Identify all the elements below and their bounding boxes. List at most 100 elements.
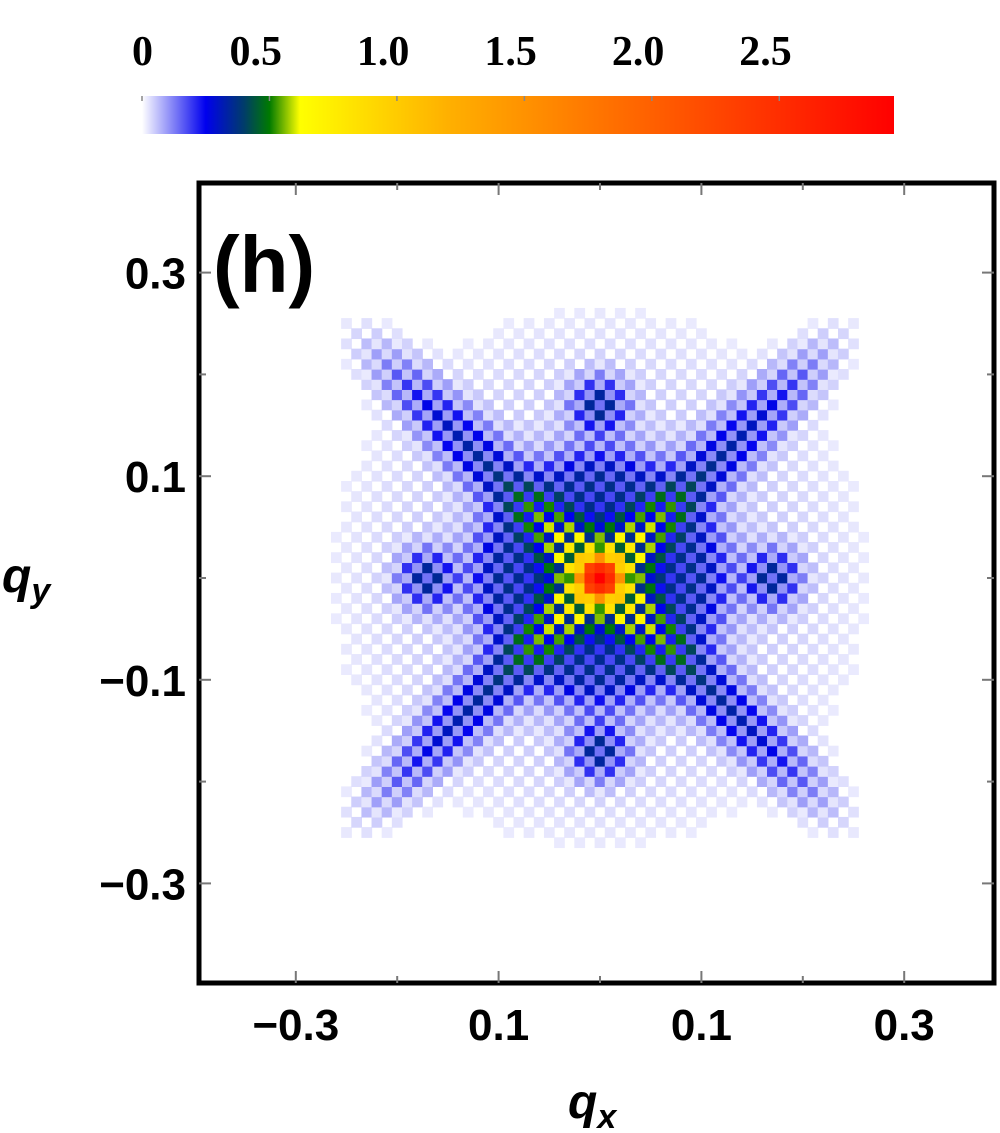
heatmap-cell <box>432 745 444 757</box>
heatmap-cell <box>341 806 352 818</box>
heatmap-cell <box>604 511 616 523</box>
heatmap-cell <box>432 531 444 543</box>
heatmap-cell <box>685 491 697 502</box>
heatmap-cell <box>483 470 494 482</box>
heatmap-cell <box>787 460 799 472</box>
heatmap-cell <box>432 735 444 747</box>
x-tick-label: −0.3 <box>252 1001 339 1050</box>
heatmap-cell <box>381 603 393 614</box>
heatmap-cell <box>422 623 433 635</box>
heatmap-cell <box>716 654 728 665</box>
heatmap-cell <box>675 623 687 635</box>
heatmap-cell <box>503 440 515 452</box>
heatmap-cell <box>685 827 697 838</box>
heatmap-cell <box>351 552 363 564</box>
heatmap-cell <box>422 450 433 462</box>
heatmap-cell <box>797 491 809 502</box>
heatmap-cell <box>401 440 413 452</box>
heatmap-cell <box>412 725 423 737</box>
heatmap-cell <box>564 358 575 370</box>
heatmap-cell <box>716 664 728 676</box>
heatmap-cell <box>472 511 484 523</box>
heatmap-cell <box>675 328 687 340</box>
heatmap-cell <box>675 735 687 747</box>
heatmap-cell <box>371 572 383 584</box>
heatmap-cell <box>503 430 515 441</box>
heatmap-cell <box>787 562 799 574</box>
heatmap-cell <box>706 460 717 472</box>
heatmap-cell <box>827 460 839 472</box>
heatmap-cell <box>381 786 393 798</box>
heatmap-cell <box>361 623 373 635</box>
heatmap-cell <box>513 460 525 472</box>
heatmap-cell <box>564 338 575 350</box>
heatmap-cell <box>827 796 839 808</box>
heatmap-cell <box>594 592 606 604</box>
heatmap-cell <box>675 450 687 462</box>
heatmap-cell <box>696 369 707 380</box>
heatmap-cell <box>756 613 768 625</box>
heatmap-cell <box>665 491 677 502</box>
heatmap-cell <box>787 592 799 604</box>
heatmap-cell <box>635 837 646 849</box>
heatmap-cell <box>797 430 809 441</box>
heatmap-cell <box>787 389 799 401</box>
heatmap-cell <box>432 470 444 482</box>
heatmap-cell <box>442 572 454 584</box>
heatmap-cell <box>452 348 464 360</box>
heatmap-cell <box>665 694 677 706</box>
heatmap-cell <box>584 715 596 726</box>
heatmap-cell <box>523 562 535 574</box>
heatmap-cell <box>493 450 504 462</box>
heatmap-cell <box>777 613 788 625</box>
heatmap-cell <box>746 582 758 594</box>
heatmap-cell <box>696 348 707 360</box>
heatmap-cell <box>837 796 849 808</box>
heatmap-cell <box>706 531 717 543</box>
heatmap-cell <box>543 491 555 502</box>
heatmap-cell <box>554 735 565 747</box>
heatmap-cell <box>472 501 484 513</box>
heatmap-cell <box>706 450 717 462</box>
heatmap-cell <box>736 715 748 726</box>
heatmap-cell <box>503 542 515 553</box>
heatmap-cell <box>594 654 606 665</box>
heatmap-cell <box>523 766 535 777</box>
heatmap-cell <box>584 399 596 411</box>
heatmap-cell <box>746 643 758 655</box>
heatmap-cell <box>584 318 596 329</box>
heatmap-cell <box>767 531 778 543</box>
heatmap-cell <box>726 409 738 421</box>
heatmap-cell <box>716 704 728 716</box>
heatmap-cell <box>442 358 454 370</box>
heatmap-cell <box>706 430 717 441</box>
heatmap-cell <box>655 603 667 614</box>
heatmap-cell <box>574 450 586 462</box>
heatmap-cell <box>706 470 717 482</box>
heatmap-cell <box>493 704 504 716</box>
heatmap-cell <box>391 379 403 390</box>
colorbar-tick-label: 2.5 <box>739 29 792 75</box>
heatmap-cell <box>625 613 636 625</box>
heatmap-cell <box>533 776 545 787</box>
heatmap-cell <box>817 654 829 665</box>
heatmap-cell <box>584 542 596 553</box>
heatmap-cell <box>523 715 535 726</box>
heatmap-cell <box>767 582 778 594</box>
heatmap-cell <box>635 592 646 604</box>
heatmap-cell <box>452 562 464 574</box>
heatmap-cell <box>696 409 707 421</box>
heatmap-cell <box>696 633 707 645</box>
heatmap-cell <box>523 827 535 838</box>
heatmap-cell <box>564 521 575 533</box>
heatmap-cell <box>554 613 565 625</box>
heatmap-cell <box>837 552 849 564</box>
heatmap-cell <box>736 480 748 492</box>
heatmap-cell <box>371 633 383 645</box>
heatmap-cell <box>625 450 636 462</box>
heatmap-cell <box>401 592 413 604</box>
heatmap-cell <box>655 542 667 553</box>
heatmap-cell <box>584 379 596 390</box>
heatmap-cell <box>361 827 373 838</box>
heatmap-cell <box>442 684 454 696</box>
